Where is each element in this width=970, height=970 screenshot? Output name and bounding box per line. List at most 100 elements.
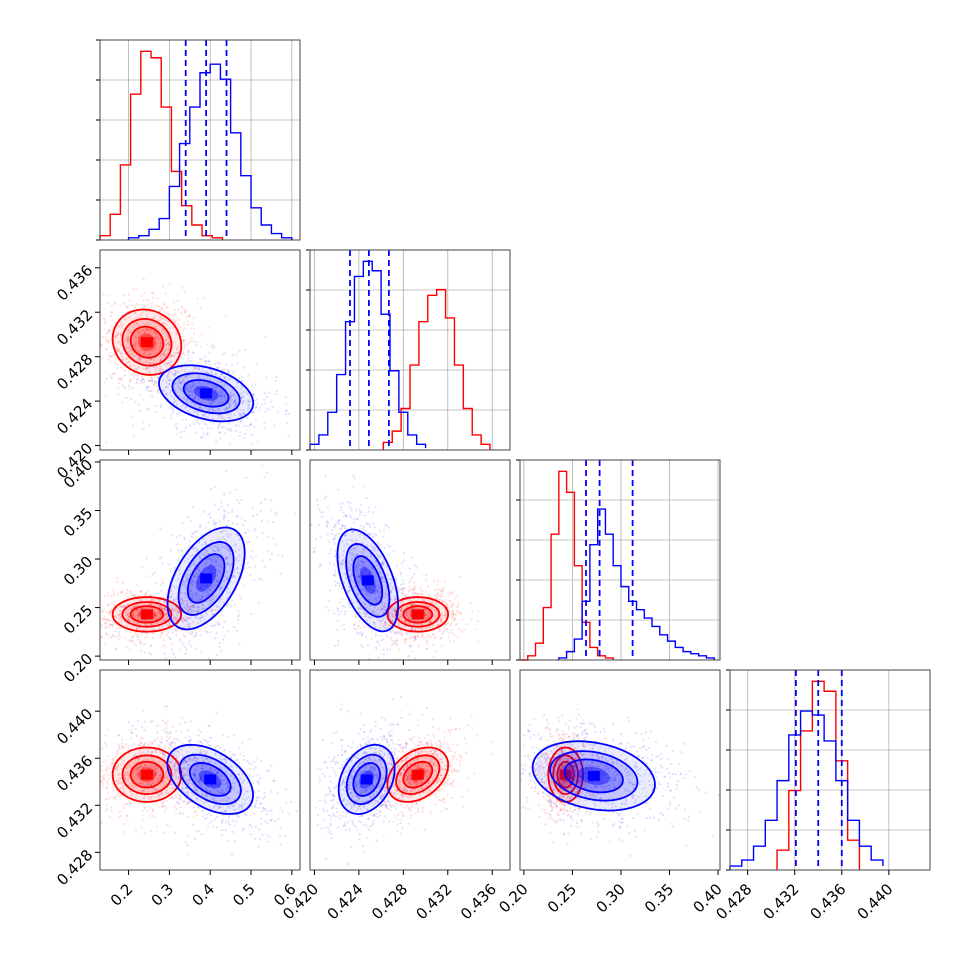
scatter-point-red <box>158 759 161 762</box>
scatter-point-red <box>410 635 413 638</box>
scatter-point-red <box>206 825 209 828</box>
scatter-point-blue <box>216 606 219 609</box>
scatter-point-blue <box>197 575 201 578</box>
scatter-point-blue <box>219 552 222 555</box>
scatter-point-red <box>127 612 130 615</box>
scatter-point-red <box>419 622 422 626</box>
scatter-point-red <box>107 328 110 331</box>
scatter-point-red <box>451 619 454 622</box>
scatter-point-red <box>429 620 433 623</box>
scatter-point-blue <box>264 376 268 379</box>
scatter-point-blue <box>318 563 321 566</box>
scatter-point-red <box>122 760 126 763</box>
scatter-point-blue <box>186 579 189 582</box>
scatter-point-blue <box>213 399 216 402</box>
scatter-point-red <box>184 635 187 638</box>
scatter-point-blue <box>180 390 183 393</box>
scatter-point-red <box>113 788 116 791</box>
scatter-point-blue <box>195 634 198 637</box>
scatter-point-blue <box>123 386 126 389</box>
scatter-point-blue <box>166 362 169 365</box>
scatter-point-blue <box>142 428 145 431</box>
scatter-point-blue <box>345 538 348 541</box>
scatter-point-blue <box>196 421 199 424</box>
scatter-point-blue <box>356 593 359 596</box>
scatter-point-blue <box>163 608 166 611</box>
scatter-point-red <box>126 603 130 606</box>
scatter-point-red <box>104 348 108 351</box>
scatter-point-blue <box>221 392 224 395</box>
scatter-point-blue <box>378 627 381 630</box>
scatter-point-blue <box>185 595 188 599</box>
scatter-point-red <box>391 615 394 619</box>
scatter-point-red <box>191 759 194 762</box>
scatter-point-blue <box>369 544 372 547</box>
scatter-point-blue <box>271 406 274 409</box>
scatter-point-red <box>399 610 402 613</box>
scatter-point-red <box>423 616 426 620</box>
scatter-point-red <box>441 600 444 603</box>
scatter-point-blue <box>346 501 349 504</box>
scatter-point-red <box>129 790 132 793</box>
scatter-point-blue <box>189 387 192 390</box>
scatter-point-red <box>145 593 148 596</box>
scatter-point-red <box>143 291 146 294</box>
scatter-point-red <box>106 339 110 342</box>
scatter-point-red <box>156 388 159 391</box>
scatter-point-blue <box>336 607 339 610</box>
scatter-point-blue <box>405 624 408 628</box>
scatter-point-red <box>432 632 435 636</box>
scatter-point-blue <box>206 382 209 385</box>
scatter-point-blue <box>399 626 402 629</box>
scatter-point-red <box>158 774 161 777</box>
scatter-point-blue <box>205 585 209 588</box>
scatter-point-blue <box>382 616 385 620</box>
scatter-point-blue <box>187 622 190 625</box>
scatter-point-red <box>155 788 158 791</box>
scatter-point-blue <box>210 562 213 565</box>
scatter-point-red <box>109 329 112 332</box>
scatter-point-blue <box>214 575 217 578</box>
scatter-point-red <box>183 323 186 326</box>
scatter-point-red <box>103 608 106 611</box>
scatter-point-blue <box>353 554 357 557</box>
scatter-point-blue <box>191 381 194 384</box>
scatter-point-red <box>142 788 146 792</box>
scatter-point-red <box>414 585 417 588</box>
scatter-point-red <box>437 623 440 627</box>
scatter-point-blue <box>399 573 403 576</box>
scatter-point-red <box>132 635 135 638</box>
scatter-point-red <box>160 318 163 321</box>
scatter-point-blue <box>353 587 356 590</box>
scatter-point-red <box>116 340 119 344</box>
scatter-point-blue <box>231 510 234 513</box>
scatter-point-blue <box>204 406 207 410</box>
scatter-point-blue <box>205 630 208 633</box>
scatter-point-blue <box>197 542 200 545</box>
scatter-point-red <box>127 616 130 619</box>
scatter-point-blue <box>190 563 193 566</box>
scatter-point-red <box>119 815 123 818</box>
scatter-point-red <box>406 622 409 625</box>
scatter-point-blue <box>222 518 225 521</box>
scatter-point-blue <box>238 642 241 645</box>
scatter-point-blue <box>248 403 251 407</box>
scatter-point-red <box>403 620 406 623</box>
scatter-point-red <box>125 357 128 360</box>
scatter-point-red <box>160 631 163 634</box>
scatter-point-red <box>134 644 137 647</box>
scatter-point-red <box>182 620 185 623</box>
scatter-point-blue <box>316 499 319 502</box>
scatter-point-red <box>109 623 112 626</box>
scatter-point-red <box>122 605 125 608</box>
scatter-point-red <box>119 793 122 796</box>
scatter-point-blue <box>354 541 357 544</box>
scatter-point-red <box>116 577 119 580</box>
scatter-point-red <box>152 740 155 743</box>
scatter-point-red <box>165 306 168 309</box>
scatter-point-blue <box>251 557 254 560</box>
scatter-point-red <box>400 615 403 618</box>
scatter-point-red <box>105 341 108 344</box>
scatter-point-red <box>135 341 138 344</box>
scatter-point-blue <box>391 587 394 591</box>
